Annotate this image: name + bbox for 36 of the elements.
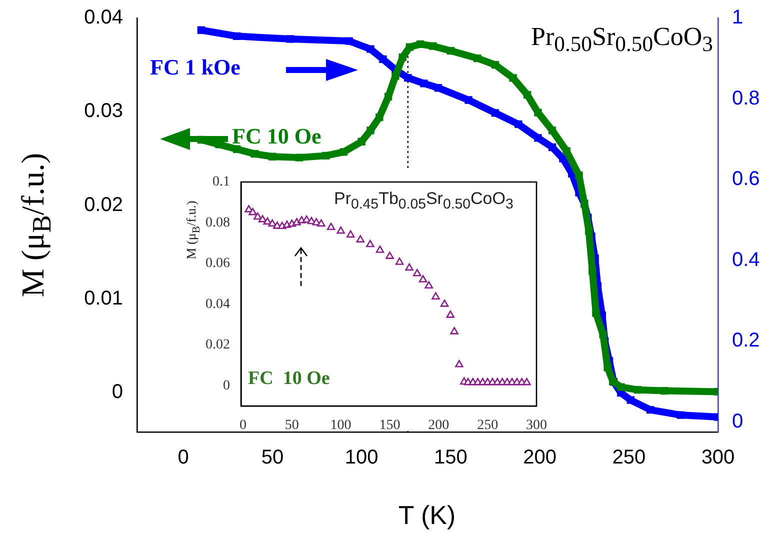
y-tick-label: 0.04 — [84, 6, 123, 29]
y-tick-label: 0 — [112, 381, 123, 404]
y2-tick-label: 0.8 — [732, 87, 760, 110]
chart-title: Pr$_{0.50}$Sr$_{0.50}$CoO$_{3}$ — [530, 22, 713, 58]
y-tick-label: 0 — [223, 378, 230, 394]
y-tick-label: 0.01 — [84, 288, 123, 310]
x-tick-label: 150 — [379, 418, 400, 434]
y2-tick-label: 1 — [732, 6, 744, 29]
x-tick-label: 300 — [526, 418, 547, 434]
y2-tick-label: 0.4 — [732, 248, 760, 271]
text: Pr$_{0.45}$Tb$_{0.05}$Sr$_{0.50}$CoO$_{3}$ — [334, 189, 514, 212]
y-tick-label: 0.03 — [84, 100, 123, 122]
x-tick-label: 100 — [344, 446, 378, 469]
x-tick-label: 50 — [284, 418, 299, 434]
x-tick-label: 200 — [523, 446, 556, 469]
y-tick-label: 0.06 — [206, 256, 230, 272]
y-tick-label: 0.1 — [212, 174, 230, 190]
x-tick-label: 0 — [178, 446, 189, 469]
x-axis-title: T (K) — [398, 500, 456, 531]
series-label: FC 1 kOe — [150, 54, 241, 80]
x-tick-label: 0 — [239, 418, 246, 434]
y-tick-label: 0.02 — [84, 194, 123, 216]
x-tick-label: 200 — [428, 418, 450, 434]
y2-tick-label: 0.6 — [732, 168, 760, 190]
x-tick-label: 250 — [477, 418, 498, 434]
y2-tick-label: 0.2 — [732, 330, 760, 352]
legend-label: FC 10 Oe — [232, 124, 322, 149]
x-tick-label: 250 — [612, 446, 646, 469]
x-tick-label: 150 — [434, 446, 468, 469]
y-tick-label: 0.02 — [206, 338, 230, 353]
y-tick-label: 0.08 — [206, 215, 230, 230]
x-tick-label: 100 — [330, 418, 352, 434]
annotation: FC 10 Oe — [248, 368, 330, 390]
y-tick-label: 0.04 — [206, 296, 230, 312]
x-tick-label: 50 — [261, 446, 284, 469]
x-tick-label: 300 — [701, 446, 735, 469]
